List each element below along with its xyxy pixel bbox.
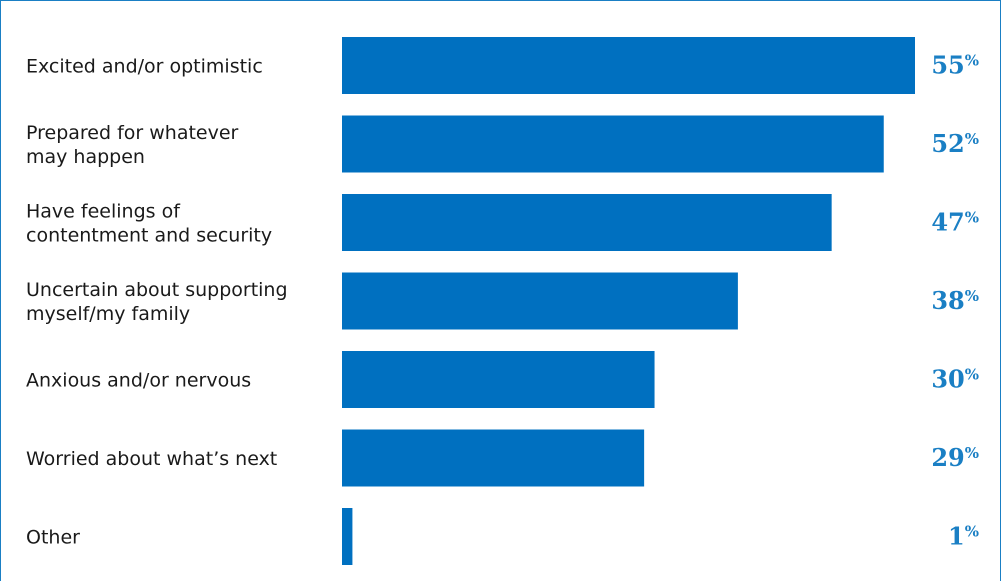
value-label: 38% (931, 286, 979, 315)
bar (342, 115, 884, 173)
value-label: 52% (931, 129, 979, 158)
bar (342, 351, 655, 408)
value-label: 29% (931, 443, 979, 472)
bar (342, 194, 832, 251)
bar (342, 429, 645, 487)
category-label: Prepared for whatever may happen (26, 122, 239, 168)
category-labels-layer: Excited and/or optimistic Prepared for wh… (26, 56, 288, 549)
bars-layer (342, 37, 915, 565)
category-label: Other (26, 527, 80, 549)
value-label: 30% (931, 365, 979, 394)
value-label: 55% (931, 51, 979, 80)
bar (342, 508, 353, 565)
bar (342, 37, 915, 94)
category-label: Have feelings of contentment and security (26, 201, 272, 247)
value-label: 1% (948, 522, 979, 551)
category-label: Uncertain about supporting myself/my fami… (26, 279, 288, 325)
category-label: Anxious and/or nervous (26, 370, 251, 392)
category-label: Worried about what’s next (26, 448, 277, 470)
bar (342, 272, 738, 330)
category-label: Excited and/or optimistic (26, 56, 263, 78)
value-label: 47% (931, 208, 979, 237)
value-labels-layer: 55% 52% 47% 38% 30% 29% 1% (931, 51, 979, 551)
